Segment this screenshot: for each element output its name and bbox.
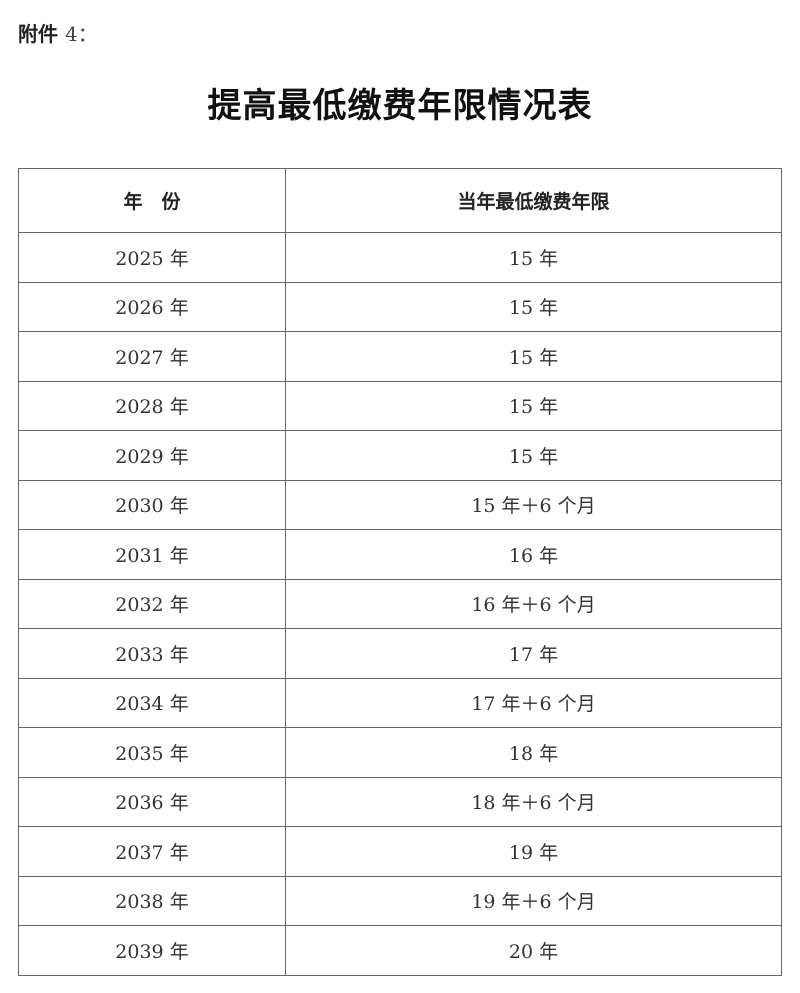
table-row: 2039 年 20 年 — [18, 925, 782, 976]
min-years-cell: 15 年＋6 个月 — [285, 479, 782, 530]
table-row: 2028 年 15 年 — [18, 380, 782, 431]
year-cell: 2034 年 — [18, 677, 286, 728]
attachment-number: 4： — [64, 22, 98, 46]
year-cell: 2026 年 — [18, 281, 286, 332]
year-cell: 2025 年 — [18, 232, 286, 283]
attachment-label: 附件 4： — [18, 18, 98, 47]
min-years-cell: 15 年 — [285, 281, 782, 332]
year-cell: 2036 年 — [18, 776, 286, 827]
year-cell: 2029 年 — [18, 430, 286, 481]
table-header-row: 年 份 当年最低缴费年限 — [18, 168, 782, 233]
min-years-cell: 15 年 — [285, 232, 782, 283]
min-years-cell: 15 年 — [285, 380, 782, 431]
table-row: 2036 年 18 年＋6 个月 — [18, 776, 782, 827]
min-years-cell: 17 年 — [285, 628, 782, 679]
document-title: 提高最低缴费年限情况表 — [207, 86, 593, 126]
table-row: 2033 年 17 年 — [18, 628, 782, 679]
year-cell: 2033 年 — [18, 628, 286, 679]
attachment-text: 附件 — [18, 22, 58, 46]
header-year: 年 份 — [18, 168, 286, 233]
year-cell: 2031 年 — [18, 529, 286, 580]
min-years-cell: 18 年＋6 个月 — [285, 776, 782, 827]
table-row: 2034 年 17 年＋6 个月 — [18, 677, 782, 728]
table-row: 2030 年 15 年＋6 个月 — [18, 479, 782, 530]
year-cell: 2038 年 — [18, 875, 286, 926]
table-row: 2032 年 16 年＋6 个月 — [18, 578, 782, 629]
year-cell: 2028 年 — [18, 380, 286, 431]
table-row: 2037 年 19 年 — [18, 826, 782, 877]
min-years-cell: 17 年＋6 个月 — [285, 677, 782, 728]
year-cell: 2037 年 — [18, 826, 286, 877]
min-years-cell: 20 年 — [285, 925, 782, 976]
min-years-cell: 15 年 — [285, 331, 782, 382]
header-min-years: 当年最低缴费年限 — [285, 168, 782, 233]
table-row: 2038 年 19 年＋6 个月 — [18, 875, 782, 926]
min-years-cell: 16 年 — [285, 529, 782, 580]
min-years-cell: 18 年 — [285, 727, 782, 778]
year-cell: 2035 年 — [18, 727, 286, 778]
table-row: 2029 年 15 年 — [18, 430, 782, 481]
table-row: 2025 年 15 年 — [18, 232, 782, 283]
table-row: 2026 年 15 年 — [18, 281, 782, 332]
min-years-cell: 15 年 — [285, 430, 782, 481]
year-cell: 2027 年 — [18, 331, 286, 382]
year-cell: 2032 年 — [18, 578, 286, 629]
table-row: 2027 年 15 年 — [18, 331, 782, 382]
year-cell: 2030 年 — [18, 479, 286, 530]
year-cell: 2039 年 — [18, 925, 286, 976]
min-years-cell: 19 年＋6 个月 — [285, 875, 782, 926]
table-row: 2031 年 16 年 — [18, 529, 782, 580]
min-years-cell: 19 年 — [285, 826, 782, 877]
table-row: 2035 年 18 年 — [18, 727, 782, 778]
min-years-cell: 16 年＋6 个月 — [285, 578, 782, 629]
